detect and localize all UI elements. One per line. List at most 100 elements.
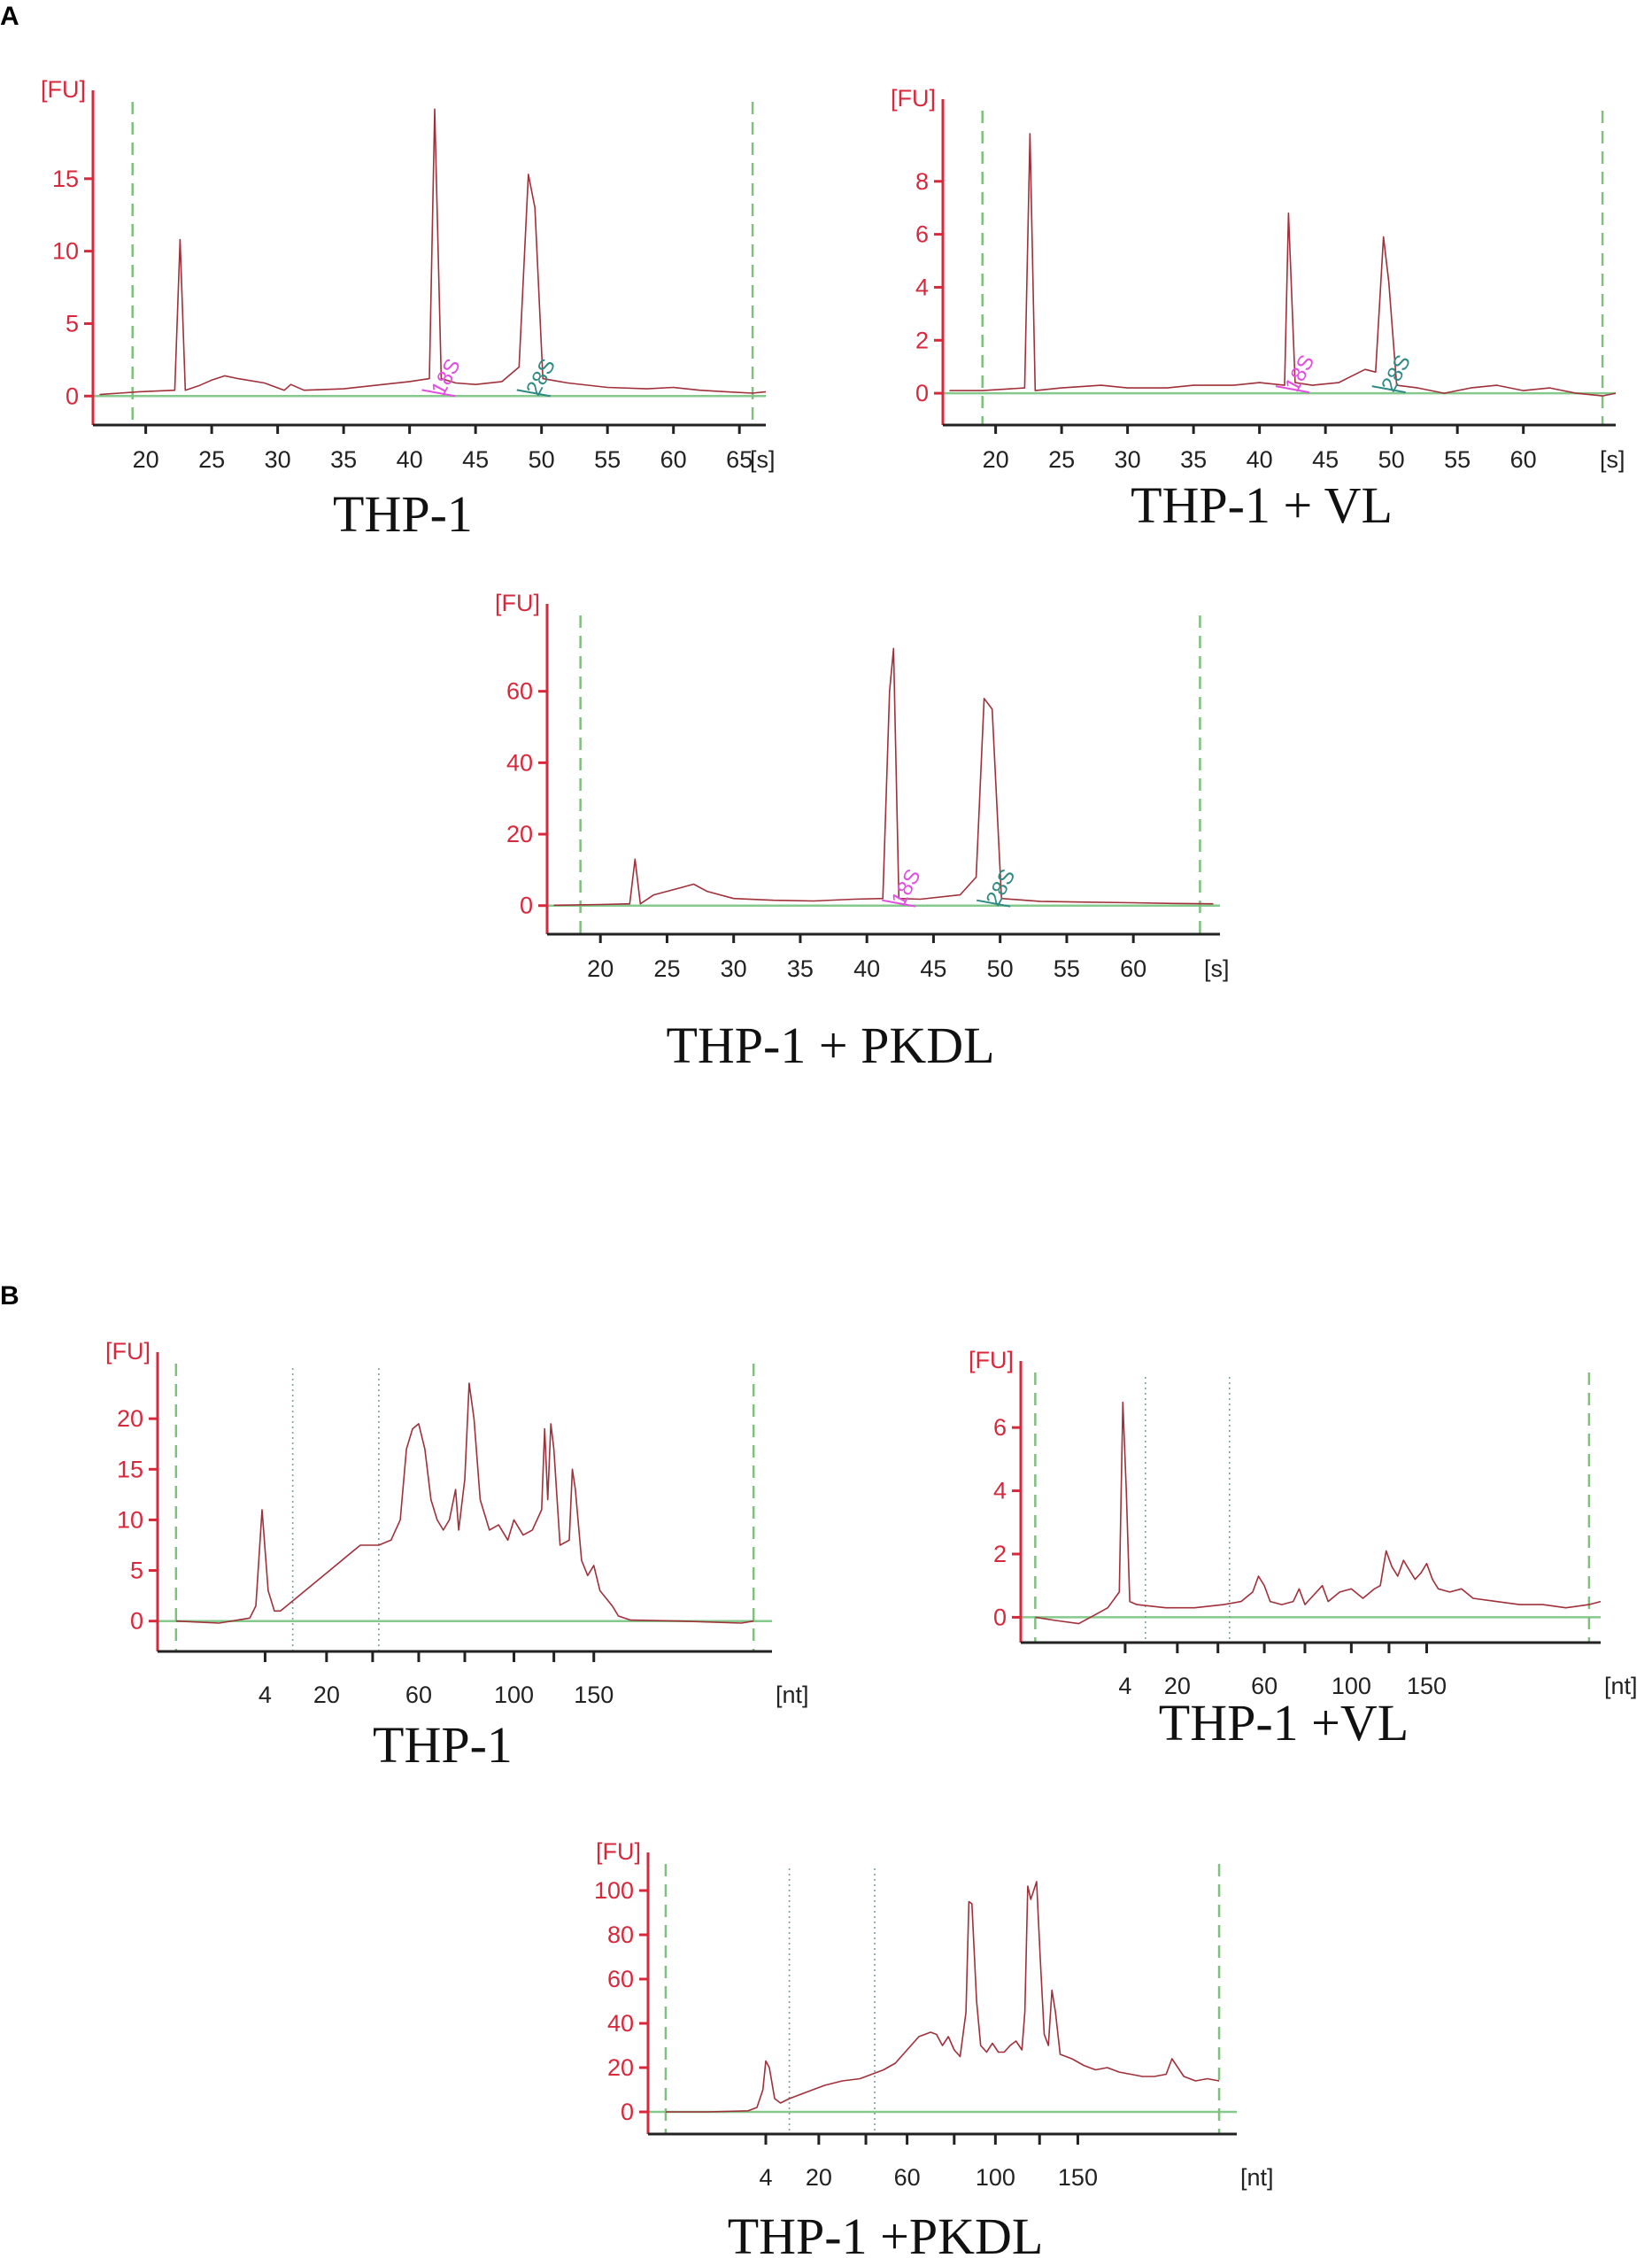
- y-axis-unit-label: [FU]: [596, 1838, 641, 1865]
- x-tick-label: 35: [787, 955, 814, 982]
- panel-label-a: A: [0, 2, 19, 31]
- y-tick-label: 6: [993, 1414, 1007, 1441]
- x-tick-label: 100: [976, 2164, 1015, 2191]
- y-axis-unit-label: [FU]: [969, 1347, 1014, 1373]
- x-tick-label: 30: [265, 446, 291, 473]
- y-tick-label: 80: [607, 1922, 634, 1948]
- x-axis-unit-label: [nt]: [1240, 2164, 1274, 2191]
- x-tick-label: 20: [983, 446, 1009, 473]
- electropherogram-trace: [99, 108, 767, 396]
- chart-caption: THP-1: [373, 1716, 513, 1774]
- y-tick-label: 15: [117, 1456, 143, 1482]
- y-tick-label: 4: [915, 274, 929, 300]
- chart-caption: THP-1 +PKDL: [728, 2208, 1044, 2258]
- electropherogram-trace: [1035, 1401, 1602, 1625]
- peak-annotation-line: [1371, 385, 1406, 394]
- chart-a1: 18S 28S 0 5 10 15 [FU] 20 25 30 35 40 45 50 55 60 65[s] T…: [41, 76, 776, 543]
- x-tick-label: 50: [987, 955, 1014, 982]
- x-tick-label: 45: [1312, 446, 1339, 473]
- y-tick-label: 10: [117, 1506, 143, 1533]
- y-tick-label: 0: [130, 1608, 143, 1635]
- x-tick-label: 50: [1378, 446, 1405, 473]
- x-tick-label: 45: [462, 446, 489, 473]
- peak-annotation-line: [421, 389, 456, 398]
- chart-b3: 0 20 40 60 80 100 [FU] 4 20 60 100 150 [nt] THP-1 +PK…: [594, 1838, 1274, 2258]
- peak-annotation-label: 18S: [887, 865, 926, 909]
- y-tick-label: 10: [52, 238, 79, 265]
- y-axis-unit-label: [FU]: [105, 1338, 151, 1365]
- electropherogram-trace: [553, 647, 1214, 907]
- y-tick-label: 0: [915, 380, 929, 406]
- x-tick-label: 25: [198, 446, 225, 473]
- x-tick-label: 20: [133, 446, 159, 473]
- peak-annotation-line: [1275, 385, 1310, 394]
- electropherogram-trace: [949, 133, 1617, 397]
- peak-annotation-line: [882, 899, 916, 908]
- peak-annotation-label: 18S: [427, 355, 466, 399]
- x-tick-label: 35: [330, 446, 357, 473]
- peak-annotation-line: [976, 899, 1011, 908]
- x-tick-label: 25: [1048, 446, 1075, 473]
- chart-caption: THP-1: [333, 485, 473, 543]
- x-axis-unit-label: [nt]: [776, 1682, 809, 1708]
- x-tick-label: 55: [594, 446, 621, 473]
- x-tick-label: 4: [1118, 1673, 1131, 1699]
- y-axis-unit-label: [FU]: [891, 85, 936, 112]
- chart-caption: THP-1 + PKDL: [666, 1017, 994, 1074]
- x-tick-label: 150: [1407, 1673, 1447, 1699]
- x-axis-unit-label: [s]: [1600, 446, 1625, 473]
- x-tick-label: 60: [1120, 955, 1146, 982]
- electropherogram-trace: [175, 1382, 754, 1624]
- x-tick-label: 40: [853, 955, 880, 982]
- x-tick-label: 40: [1247, 446, 1273, 473]
- x-tick-label: 25: [653, 955, 680, 982]
- y-axis-unit-label: [FU]: [495, 590, 540, 616]
- y-tick-label: 20: [506, 821, 533, 847]
- y-tick-label: 0: [621, 2099, 634, 2125]
- y-tick-label: 60: [607, 1966, 634, 1992]
- chart-a3: 18S 28S 0 20 40 60 [FU] 20 25 30 35 40 45 50 55 60 [s] TH…: [495, 590, 1230, 1074]
- x-axis-unit-label: [s]: [1204, 955, 1230, 982]
- x-tick-label: 20: [1164, 1673, 1191, 1699]
- x-tick-label: 60: [1251, 1673, 1278, 1699]
- x-tick-label: 30: [721, 955, 747, 982]
- y-tick-label: 100: [594, 1877, 634, 1904]
- x-tick-label: 4: [259, 1682, 272, 1708]
- chart-a2: 18S 28S 0 2 4 6 8 [FU] 20 25 30 35 40 45 50 55 60 [s] THP-…: [891, 85, 1625, 534]
- x-tick-label: 60: [894, 2164, 921, 2191]
- x-tick-label: 150: [1058, 2164, 1098, 2191]
- y-tick-label: 4: [993, 1478, 1007, 1504]
- x-tick-label: 45: [920, 955, 946, 982]
- chart-caption: THP-1 +VL: [1159, 1694, 1409, 1751]
- x-axis-unit-label: [nt]: [1604, 1673, 1638, 1699]
- y-tick-label: 0: [520, 893, 533, 919]
- y-axis-unit-label: [FU]: [41, 76, 86, 103]
- x-tick-label: 60: [660, 446, 687, 473]
- x-tick-label: 20: [587, 955, 614, 982]
- y-tick-label: 0: [993, 1604, 1007, 1630]
- peak-annotation-line: [516, 389, 551, 398]
- y-tick-label: 20: [607, 2054, 634, 2081]
- x-tick-label: 35: [1180, 446, 1207, 473]
- x-tick-label: 50: [529, 446, 555, 473]
- y-tick-label: 2: [915, 327, 929, 353]
- x-tick-label: 20: [806, 2164, 832, 2191]
- chart-b1: 0 5 10 15 20 [FU] 4 20 60 100 150 [nt] THP-1: [105, 1338, 809, 1774]
- y-tick-label: 5: [66, 310, 79, 336]
- y-tick-label: 60: [506, 678, 533, 705]
- x-tick-label: 4: [759, 2164, 772, 2191]
- chart-b2: 0 2 4 6 [FU] 4 20 60 100 150 [nt] THP-1 +VL: [969, 1347, 1638, 1751]
- x-tick-label: 100: [494, 1682, 534, 1708]
- peak-annotation-label: 18S: [1280, 352, 1319, 396]
- x-tick-label: 65: [726, 446, 753, 473]
- peak-annotation-label: 28S: [982, 865, 1021, 909]
- x-tick-label: 60: [1510, 446, 1537, 473]
- x-tick-label: 20: [313, 1682, 340, 1708]
- x-tick-label: 150: [574, 1682, 614, 1708]
- y-tick-label: 6: [915, 221, 929, 248]
- x-tick-label: 100: [1332, 1673, 1371, 1699]
- peak-annotation-label: 28S: [1377, 352, 1416, 396]
- peak-annotation-label: 28S: [521, 355, 560, 399]
- x-tick-label: 55: [1444, 446, 1471, 473]
